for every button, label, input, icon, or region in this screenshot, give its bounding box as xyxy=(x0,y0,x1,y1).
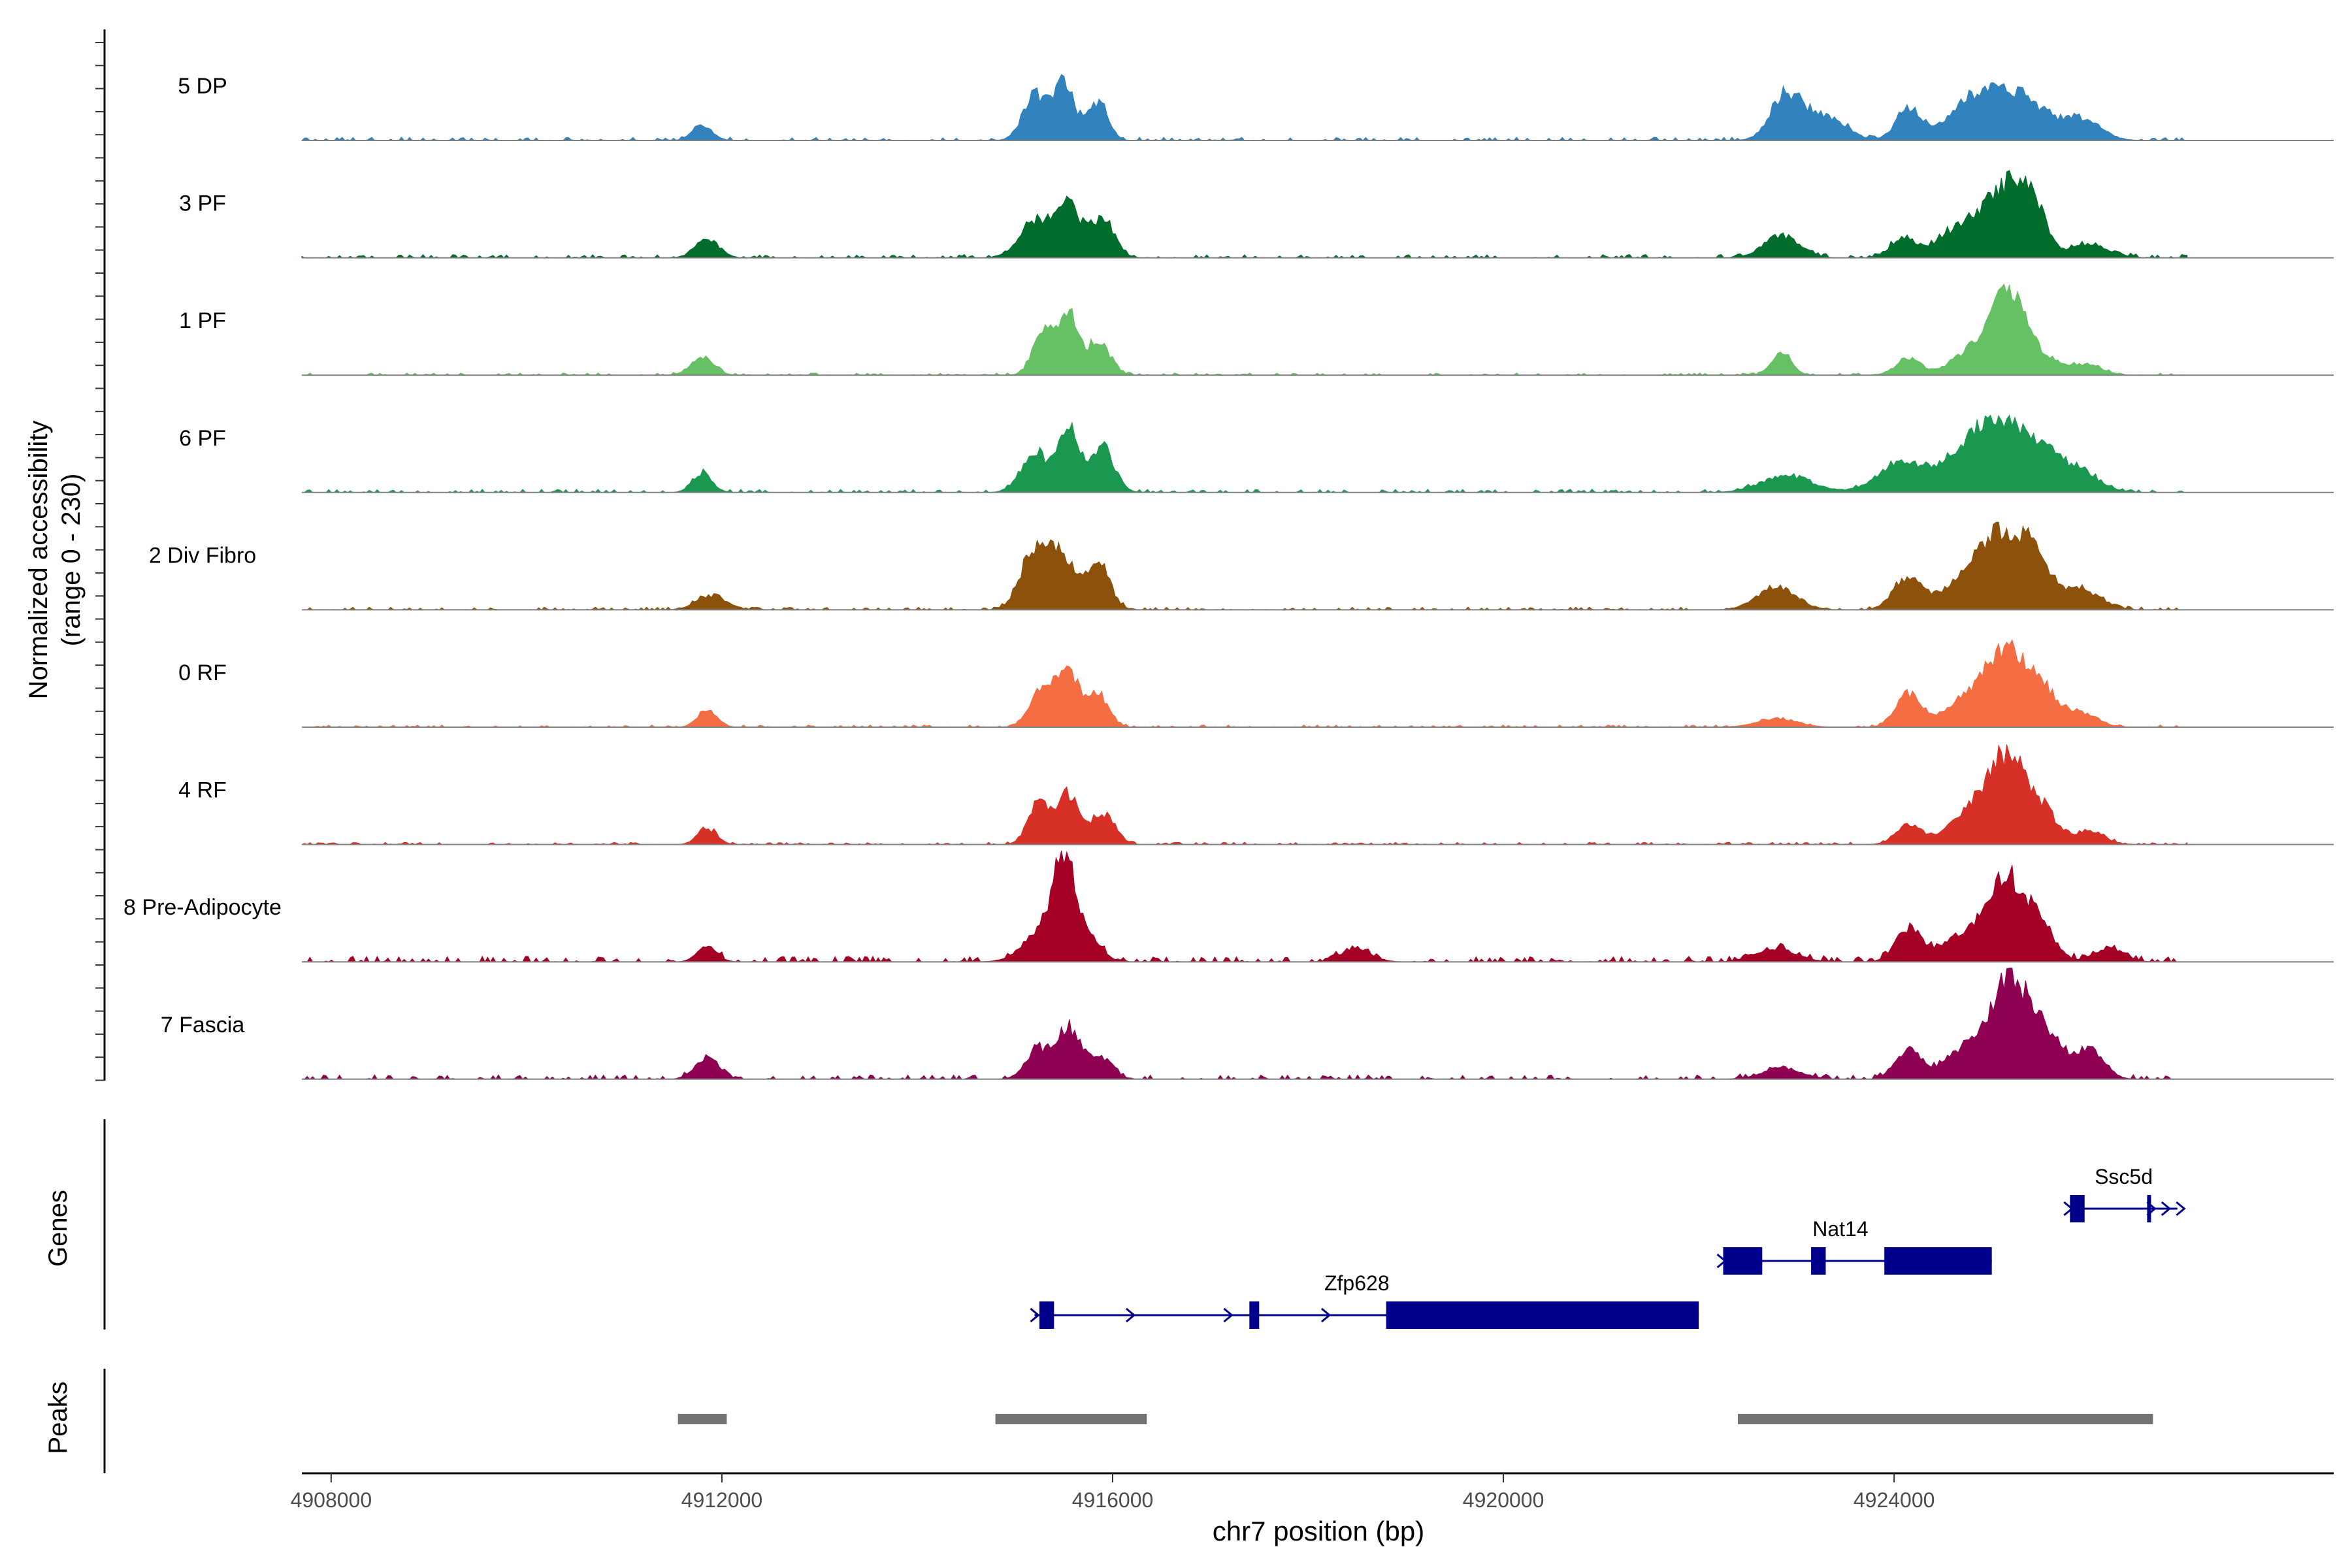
peak-bar-1 xyxy=(995,1414,1147,1424)
gene-arrow-0-0 xyxy=(1030,1307,1040,1323)
track-label-6: 4 RF xyxy=(178,778,227,803)
x-tick-label-1: 4912000 xyxy=(681,1488,763,1512)
gene-arrow-0-2 xyxy=(1223,1307,1233,1323)
coverage-y-label-line2: (range 0 - 230) xyxy=(57,474,86,647)
gene-exon-0-2 xyxy=(1386,1301,1699,1329)
gene-label-1: Nat14 xyxy=(1812,1217,1868,1241)
peak-bar-2 xyxy=(1737,1414,2153,1424)
x-axis-title: chr7 position (bp) xyxy=(1213,1516,1425,1546)
track-label-0: 5 DP xyxy=(178,74,227,99)
gene-exon-0-0 xyxy=(1039,1301,1054,1329)
peak-bar-0 xyxy=(678,1414,727,1424)
gene-arrow-0-1 xyxy=(1125,1307,1136,1323)
track-label-7: 8 Pre-Adipocyte xyxy=(123,895,282,920)
genes-panel: Zfp628 Nat14 Ssc5d xyxy=(103,1119,2186,1330)
gene-exon-1-0 xyxy=(1723,1247,1763,1275)
gene-label-2: Ssc5d xyxy=(2095,1165,2153,1188)
gene-arrow-0-3 xyxy=(1320,1307,1331,1323)
gene-arrow-1-1 xyxy=(1814,1253,1825,1269)
gene-exon-0-1 xyxy=(1249,1301,1260,1329)
gene-arrow-2-2 xyxy=(2161,1201,2172,1217)
coverage-panel: 5 DP 3 PF 1 PF 6 PF 2 Div Fibro 0 RF 4 RF 8 Pre… xyxy=(95,29,2334,1081)
gene-exon-2-0 xyxy=(2070,1195,2085,1222)
track-label-3: 6 PF xyxy=(179,426,226,451)
track-label-8: 7 Fascia xyxy=(161,1013,245,1037)
gene-arrow-2-0 xyxy=(2063,1201,2074,1217)
gene-exon-1-1 xyxy=(1811,1247,1826,1275)
x-tick-label-4: 4924000 xyxy=(1854,1488,1935,1512)
coverage-y-label-line1: Normalized accessibility xyxy=(24,421,53,700)
peaks-panel xyxy=(103,1369,2153,1473)
gene-exon-1-2 xyxy=(1884,1247,1992,1275)
track-label-1: 3 PF xyxy=(179,191,226,216)
x-tick-label-0: 4908000 xyxy=(291,1488,372,1512)
x-axis: 4908000 4912000 4916000 4920000 4924000 xyxy=(291,1472,2334,1512)
gene-label-0: Zfp628 xyxy=(1324,1271,1390,1295)
gene-arrow-2-3 xyxy=(2176,1201,2186,1217)
gene-exon-2-1 xyxy=(2147,1195,2151,1222)
peaks-y-label: Peaks xyxy=(44,1381,73,1454)
track-label-4: 2 Div Fibro xyxy=(149,543,256,568)
genes-y-label: Genes xyxy=(44,1190,73,1267)
gene-arrow-2-1 xyxy=(2146,1201,2157,1217)
x-tick-label-2: 4916000 xyxy=(1072,1488,1154,1512)
track-label-5: 0 RF xyxy=(178,661,227,685)
gene-arrow-1-0 xyxy=(1716,1253,1727,1269)
track-label-2: 1 PF xyxy=(179,308,226,333)
x-tick-label-3: 4920000 xyxy=(1463,1488,1544,1512)
